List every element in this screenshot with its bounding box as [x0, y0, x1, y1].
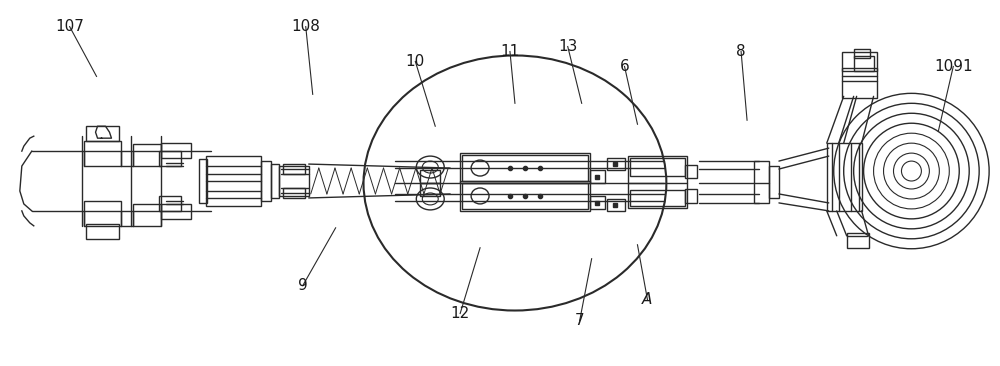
Bar: [84, 141, 121, 166]
Bar: [133, 204, 161, 226]
Bar: [842, 68, 877, 98]
Text: 8: 8: [736, 44, 746, 59]
Bar: [685, 189, 697, 203]
Text: 10: 10: [406, 54, 425, 69]
Bar: [133, 144, 161, 166]
Text: 13: 13: [558, 39, 577, 54]
Text: 7: 7: [575, 313, 585, 328]
Bar: [420, 183, 440, 196]
Bar: [769, 166, 779, 198]
Bar: [283, 188, 305, 198]
Bar: [159, 151, 181, 166]
Bar: [854, 56, 874, 71]
Bar: [462, 183, 588, 209]
Bar: [460, 181, 590, 211]
Text: 6: 6: [620, 59, 629, 74]
Bar: [283, 164, 305, 174]
Bar: [462, 155, 588, 181]
Bar: [161, 143, 191, 158]
Text: 1091: 1091: [934, 59, 973, 74]
Bar: [590, 170, 605, 183]
Bar: [630, 190, 685, 206]
Bar: [630, 158, 685, 176]
Bar: [84, 201, 121, 226]
Bar: [685, 165, 697, 178]
Bar: [159, 196, 181, 211]
Text: 12: 12: [451, 306, 470, 321]
Bar: [628, 156, 687, 208]
Text: A: A: [642, 292, 653, 307]
Bar: [86, 126, 119, 141]
Bar: [271, 164, 279, 198]
Bar: [827, 143, 862, 211]
Text: 11: 11: [500, 44, 520, 59]
Bar: [206, 156, 261, 206]
Text: 107: 107: [55, 19, 84, 34]
Text: 9: 9: [298, 278, 308, 293]
Bar: [607, 158, 625, 170]
Bar: [460, 153, 590, 183]
Bar: [607, 199, 625, 211]
Text: 108: 108: [291, 19, 320, 34]
Bar: [199, 159, 207, 203]
Bar: [279, 166, 309, 196]
Bar: [161, 204, 191, 219]
Bar: [854, 49, 870, 59]
Bar: [261, 161, 271, 201]
Bar: [86, 224, 119, 239]
Bar: [754, 161, 769, 203]
Bar: [847, 233, 869, 248]
Bar: [590, 196, 605, 209]
Bar: [842, 52, 877, 71]
Bar: [420, 170, 440, 183]
